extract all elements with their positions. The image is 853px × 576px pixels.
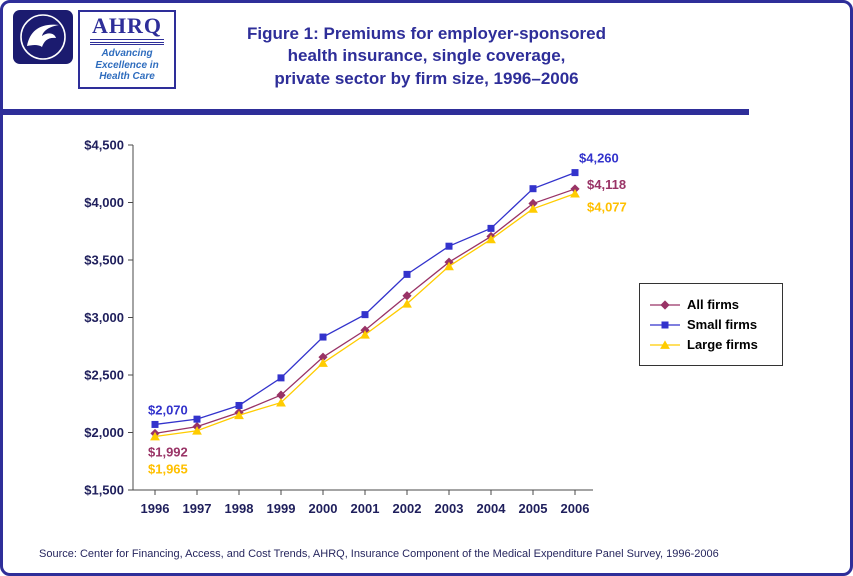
x-tick-label: 1999 — [267, 501, 296, 516]
hhs-logo — [13, 10, 73, 64]
hhs-eagle-icon — [27, 24, 59, 47]
marker-all-firms — [318, 352, 328, 362]
x-tick-label: 2005 — [519, 501, 548, 516]
y-tick-label: $3,500 — [84, 253, 124, 268]
page-title-line: health insurance, single coverage, — [287, 46, 566, 66]
marker-large-firms — [318, 358, 328, 367]
chart-area: $1,500 $2,000 $2,500 $3,000 $3,500 $4,000 $4,5… — [3, 115, 850, 535]
header-divider — [3, 109, 749, 115]
legend-label: Large firms — [687, 337, 758, 352]
x-tick-label: 2002 — [393, 501, 422, 516]
marker-small-firms — [319, 333, 327, 341]
page-title: Figure 1: Premiums for employer-sponsore… — [3, 3, 850, 90]
marker-large-firms — [486, 234, 496, 244]
marker-all-firms — [276, 390, 286, 400]
x-tick-label: 1998 — [225, 501, 254, 516]
data-label: $4,077 — [587, 200, 627, 215]
series-line-small-firms — [154, 171, 576, 426]
marker-large-firms — [360, 330, 370, 339]
x-tick-label: 2004 — [477, 501, 507, 516]
x-tick-label: 1997 — [183, 501, 212, 516]
marker-large-firms — [660, 339, 670, 349]
y-tick-label: $1,500 — [84, 483, 124, 498]
legend-item-small-firms: Small firms — [650, 317, 772, 332]
header: AHRQ Advancing Excellence in Health Care… — [3, 3, 850, 103]
ahrq-tagline-line: Health Care — [99, 71, 155, 82]
data-label: $2,070 — [148, 402, 188, 417]
y-tick-label: $4,500 — [84, 138, 124, 153]
marker-large-firms — [570, 189, 580, 198]
marker-large-firms — [150, 431, 160, 441]
marker-small-firms — [571, 169, 579, 177]
marker-small-firms — [661, 321, 669, 328]
large-firms-marker-icon — [650, 339, 680, 351]
page-title-line: Figure 1: Premiums for employer-sponsore… — [247, 24, 606, 43]
data-label: $4,118 — [587, 177, 626, 192]
data-label: $1,965 — [148, 462, 188, 477]
marker-small-firms — [487, 224, 495, 232]
x-tick-label: 2006 — [561, 501, 590, 516]
marker-small-firms — [529, 185, 537, 193]
marker-large-firms — [276, 398, 286, 407]
data-label: $1,992 — [148, 444, 188, 459]
y-tick-label: $2,500 — [84, 368, 124, 383]
page-title-line: private sector by firm size, 1996–2006 — [274, 68, 579, 88]
legend-item-large-firms: Large firms — [650, 337, 772, 352]
marker-small-firms — [403, 270, 411, 278]
marker-all-firms — [660, 299, 670, 310]
marker-large-firms — [444, 261, 454, 271]
y-tick-label: $4,000 — [84, 195, 124, 210]
source-note: Source: Center for Financing, Access, an… — [39, 548, 719, 560]
x-tick-label: 2001 — [351, 501, 380, 516]
y-tick-label: $3,000 — [84, 310, 124, 325]
marker-small-firms — [445, 242, 453, 250]
x-tick-label: 2003 — [435, 501, 464, 516]
y-tick-label: $2,000 — [84, 425, 124, 440]
premiums-line-chart: $1,500 $2,000 $2,500 $3,000 $3,500 $4,000 $4,5… — [84, 138, 627, 517]
legend-item-all-firms: All firms — [650, 297, 772, 312]
ahrq-tagline: Advancing Excellence in Health Care — [82, 48, 172, 83]
legend-label: Small firms — [687, 317, 758, 332]
ahrq-stripes-icon — [90, 39, 164, 45]
x-tick-label: 2000 — [309, 501, 338, 516]
marker-large-firms — [234, 410, 244, 420]
marker-small-firms — [193, 415, 201, 423]
ahrq-tagline-line: Excellence in — [95, 59, 159, 71]
x-tick-label: 1996 — [141, 501, 170, 516]
ahrq-acronym: AHRQ — [92, 13, 162, 38]
legend-label: All firms — [687, 297, 740, 312]
hhs-seal-ring — [20, 14, 66, 60]
marker-large-firms — [528, 204, 538, 213]
marker-all-firms — [528, 198, 538, 209]
small-firms-marker-icon — [650, 319, 680, 331]
ahrq-logo: AHRQ Advancing Excellence in Health Care — [78, 10, 176, 89]
chart-legend: All firms Small firms Large firms — [639, 283, 783, 366]
data-label: $4,260 — [579, 151, 619, 166]
marker-large-firms — [402, 299, 412, 308]
marker-all-firms — [570, 184, 580, 194]
all-firms-marker-icon — [650, 299, 680, 311]
marker-large-firms — [192, 426, 202, 435]
marker-small-firms — [277, 374, 285, 382]
marker-small-firms — [151, 420, 159, 428]
marker-small-firms — [235, 401, 243, 409]
marker-small-firms — [361, 311, 369, 319]
ahrq-tagline-line: Advancing — [101, 48, 153, 59]
logo-group: AHRQ Advancing Excellence in Health Care — [13, 10, 176, 89]
